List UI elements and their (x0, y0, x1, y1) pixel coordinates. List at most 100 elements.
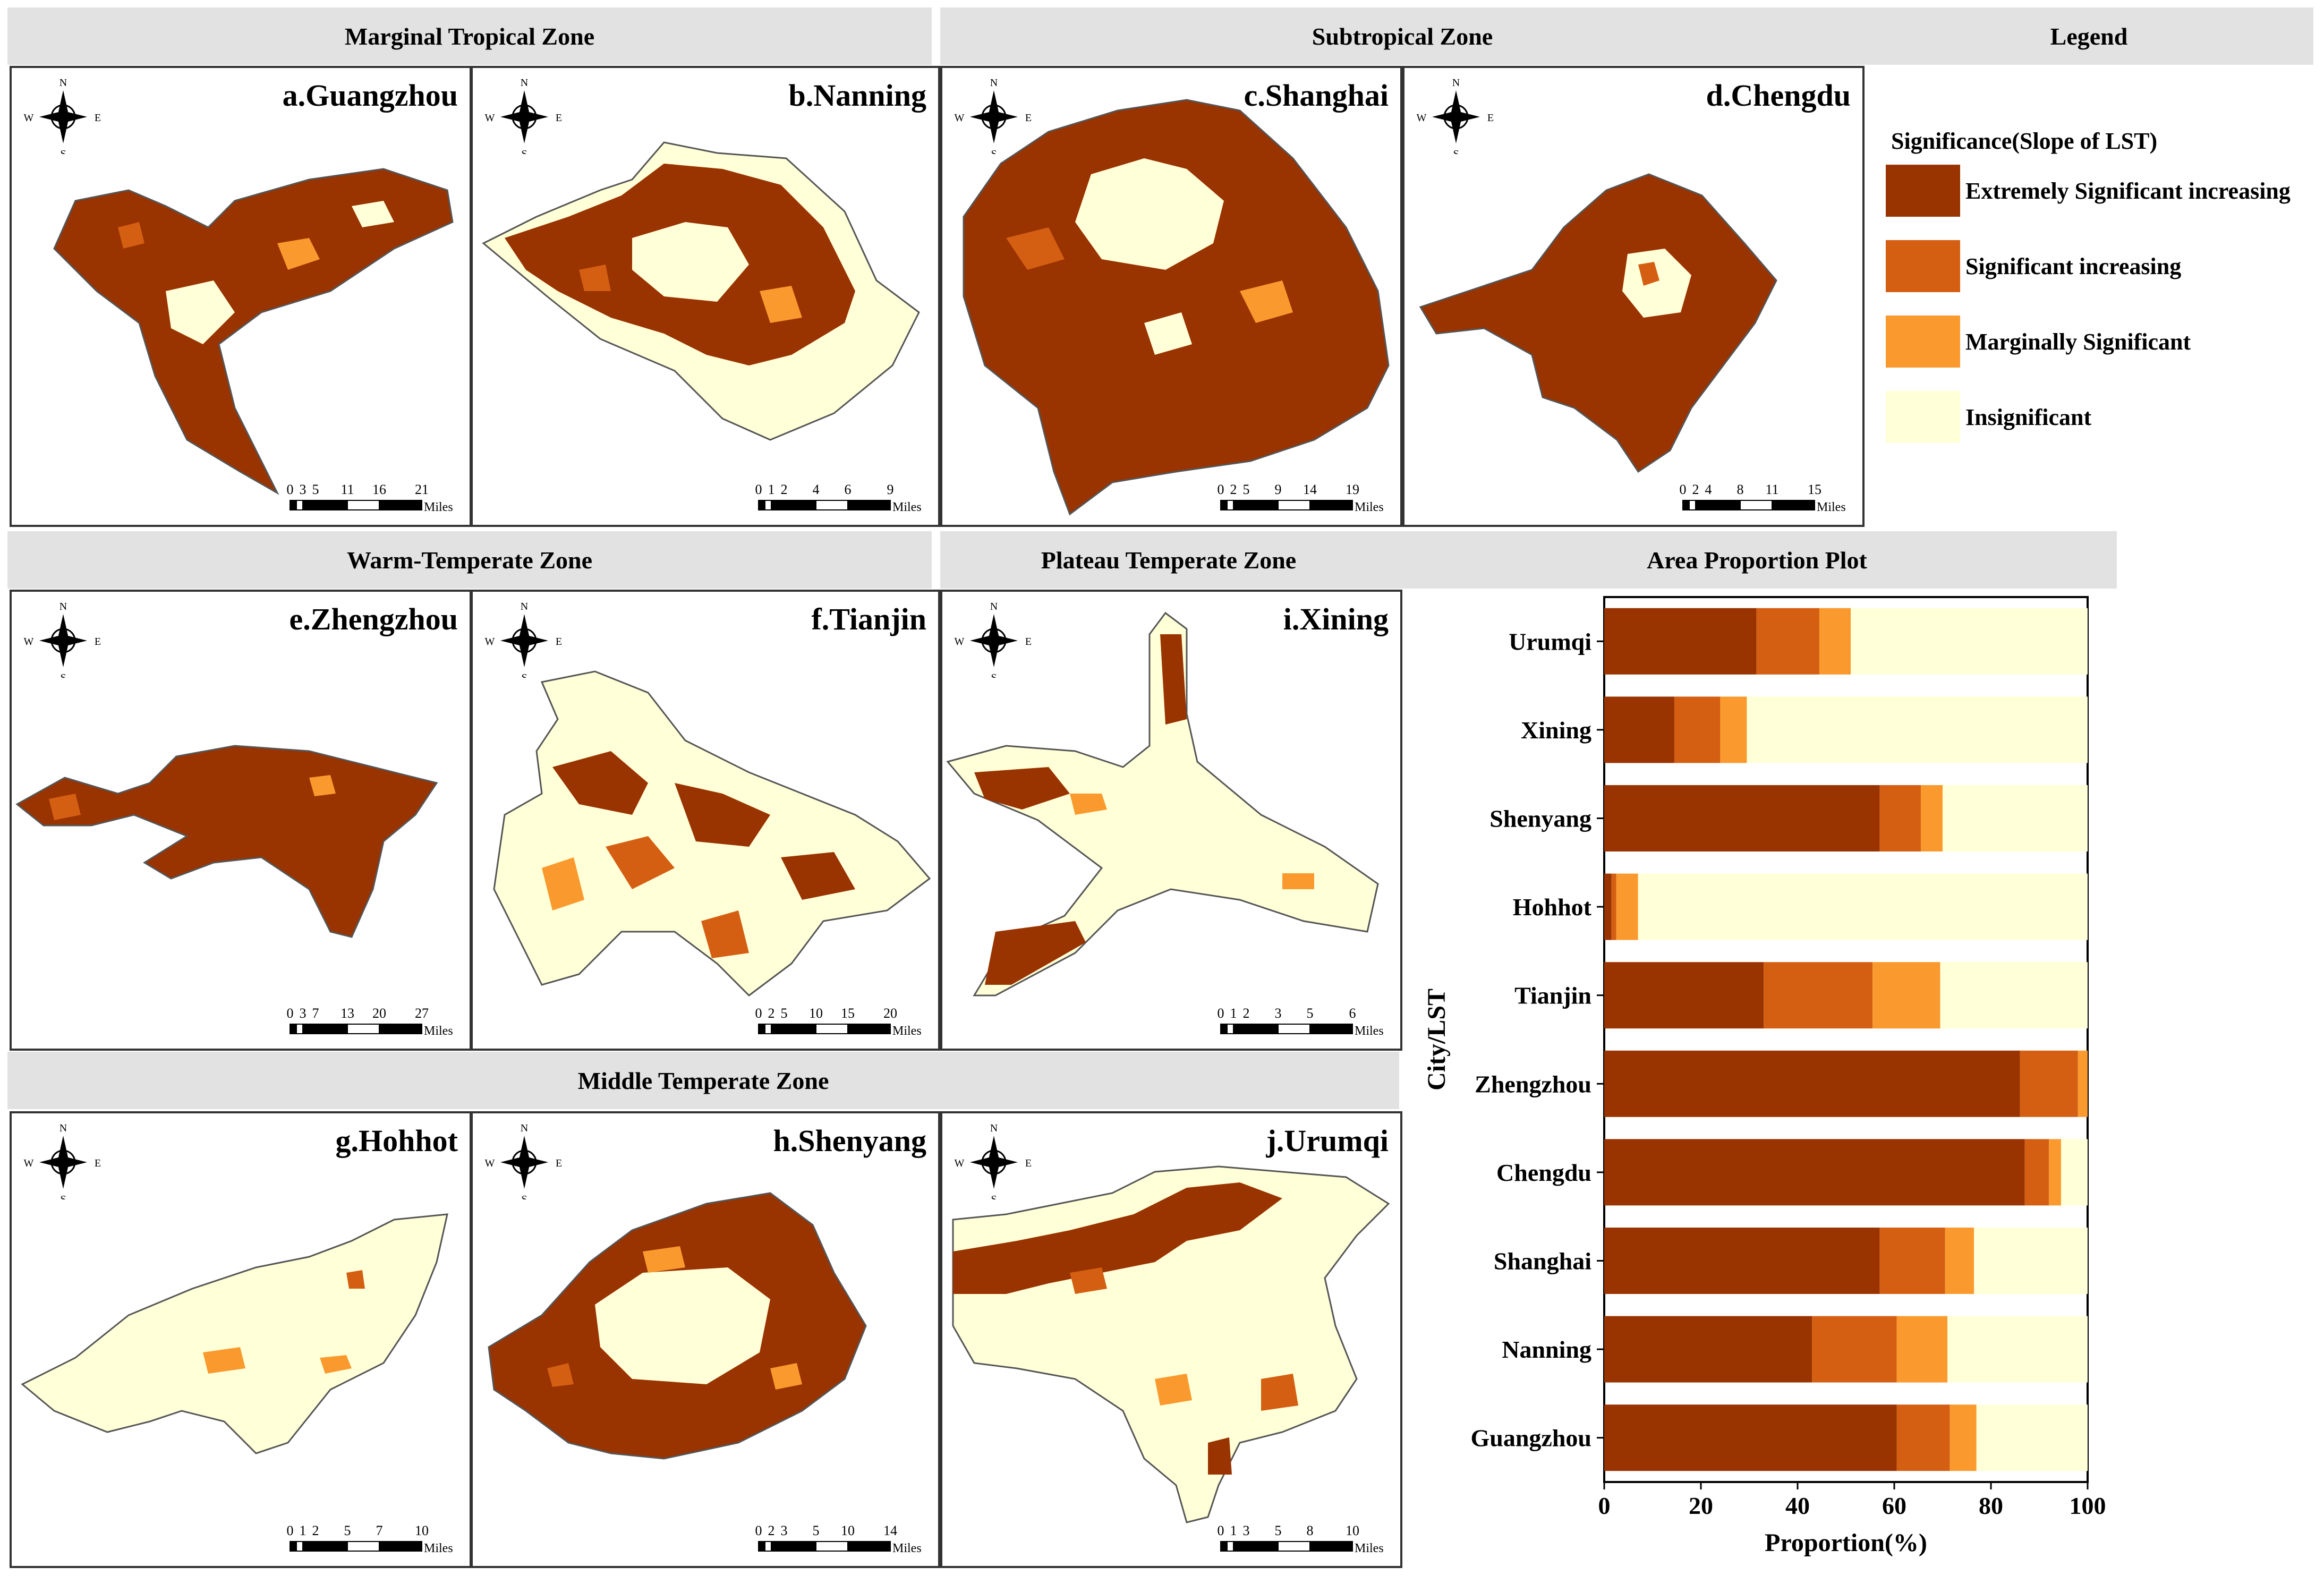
bar-nanning-1 (1812, 1316, 1897, 1383)
scale-unit: Miles (892, 1024, 922, 1038)
area-proportion-chart: Urumqi Xining Shenyang Hohhot Tianjin Zhengzh… (1423, 596, 2106, 1557)
compass-ring (50, 628, 76, 653)
map-panel-guangzhou: a.Guangzhou N S W E 0 3 5 11 16 21 Miles (10, 66, 472, 527)
bar-tianjin-3 (1940, 962, 2088, 1029)
scale-bar: 0 2 3 5 10 14 Miles (755, 1523, 922, 1555)
scale-segment (771, 1024, 785, 1034)
x-tick-label: 60 (1882, 1492, 1906, 1519)
scale-tick-label: 6 (845, 482, 852, 497)
scale-unit: Miles (1355, 1542, 1384, 1555)
compass-label: N (1452, 77, 1460, 89)
scale-tick-label: 2 (781, 482, 788, 497)
compass-needle-n (58, 90, 69, 117)
bar-urumqi-0 (1604, 608, 1757, 675)
compass-label: W (485, 1157, 495, 1169)
scale-tick-label: 15 (1808, 482, 1821, 497)
scale-segment (764, 500, 772, 510)
map-shenyang (488, 1192, 867, 1460)
bar-hohhot-2 (1616, 873, 1638, 940)
scale-segment (784, 1541, 816, 1552)
compass-label: S (991, 148, 997, 154)
bar-nanning-2 (1896, 1316, 1948, 1383)
scale-tick-label: 5 (813, 1523, 820, 1538)
x-tick-label: 20 (1689, 1492, 1713, 1519)
map-title-nanning: b.Nanning (788, 78, 926, 113)
legend-item-extreme: Extremely Significant increasing (1886, 165, 2291, 217)
map-panel-urumqi: j.Urumqi N S W E 0 1 3 5 8 10 Miles (940, 1111, 1402, 1568)
legend-swatch (1886, 391, 1960, 443)
bar-chengdu-2 (2049, 1139, 2061, 1206)
scale-segment (379, 1541, 422, 1552)
x-tick-label: 0 (1598, 1492, 1611, 1519)
scale-tick-label: 14 (883, 1523, 897, 1538)
bar-guangzhou-2 (1950, 1404, 1977, 1471)
scale-bar: 0 2 5 9 14 19 Miles (1218, 482, 1384, 514)
map-hohhot (21, 1213, 448, 1454)
compass-needle-s (1451, 117, 1461, 143)
north-arrow-icon: N S W E (485, 1122, 563, 1199)
scale-segment (1220, 1024, 1228, 1034)
compass-label: N (59, 601, 67, 612)
compass-label: W (485, 112, 495, 124)
x-tick-label: 100 (2070, 1492, 2106, 1519)
scale-tick-label: 6 (1349, 1006, 1356, 1021)
compass-needle-s (519, 117, 530, 143)
header-subtropical: Subtropical Zone (940, 7, 1865, 65)
legend-label: Extremely Significant increasing (1965, 177, 2291, 204)
compass-needle-n (519, 614, 530, 641)
compass-label: S (991, 1194, 997, 1199)
compass-label: S (521, 148, 527, 154)
scale-segment (1309, 1024, 1353, 1034)
scale-segment (347, 1541, 380, 1552)
bar-guangzhou-0 (1604, 1404, 1897, 1471)
scale-bar: 0 1 2 3 5 6 Miles (1218, 1006, 1384, 1038)
scale-segment (815, 1024, 848, 1034)
map-panel-xining: i.Xining N S W E 0 1 2 3 5 6 Miles (940, 590, 1402, 1051)
scale-tick-label: 11 (1765, 482, 1778, 497)
scale-segment (347, 500, 380, 510)
compass-label: E (1025, 112, 1032, 124)
compass-ring (512, 104, 537, 130)
scale-segment (1278, 500, 1310, 510)
scale-segment (1227, 1541, 1234, 1552)
compass-needle-n (58, 614, 69, 641)
compass-needle-n (58, 1136, 69, 1162)
map-title-shenyang: h.Shenyang (773, 1123, 926, 1158)
scale-unit: Miles (424, 1542, 453, 1555)
bar-shenyang-0 (1604, 785, 1880, 851)
bar-shanghai-3 (1974, 1228, 2088, 1294)
bar-zhengzhou-0 (1604, 1050, 2020, 1117)
bar-shanghai-0 (1604, 1228, 1880, 1294)
compass-needle-n (1451, 90, 1461, 117)
scale-segment (315, 1541, 348, 1552)
map-title-hohhot: g.Hohhot (335, 1123, 458, 1158)
compass-needle-n (519, 90, 530, 117)
scale-tick-label: 4 (813, 482, 820, 497)
map-tianjin (493, 670, 931, 997)
compass-label: N (521, 601, 528, 612)
scale-segment (302, 1541, 316, 1552)
map-panel-tianjin: f.Tianjin N S W E 0 2 5 10 15 20 Miles (471, 590, 940, 1051)
scale-segment (758, 1541, 765, 1552)
bar-hohhot-0 (1604, 873, 1612, 940)
compass-label: E (556, 112, 562, 124)
bar-xining-0 (1604, 696, 1674, 763)
north-arrow-icon: N S W E (24, 77, 101, 154)
compass-label: E (1487, 112, 1494, 124)
scale-segment (784, 500, 816, 510)
scale-tick-label: 0 (287, 1006, 294, 1021)
x-tick-label: 40 (1785, 1492, 1810, 1519)
map-title-shanghai: c.Shanghai (1244, 78, 1389, 113)
compass-label: N (990, 77, 998, 89)
legend-item-significant: Significant increasing (1886, 240, 2181, 292)
scale-segment (1740, 500, 1773, 510)
scale-unit: Miles (892, 500, 922, 514)
y-tick-label: Urumqi (1509, 628, 1591, 655)
scale-segment (302, 1024, 316, 1034)
compass-label: W (485, 636, 495, 648)
scale-segment (290, 500, 297, 510)
scale-tick-label: 9 (1275, 482, 1282, 497)
scale-segment (1220, 1541, 1228, 1552)
scale-unit: Miles (1355, 500, 1384, 514)
y-tick-label: Shenyang (1489, 805, 1591, 832)
